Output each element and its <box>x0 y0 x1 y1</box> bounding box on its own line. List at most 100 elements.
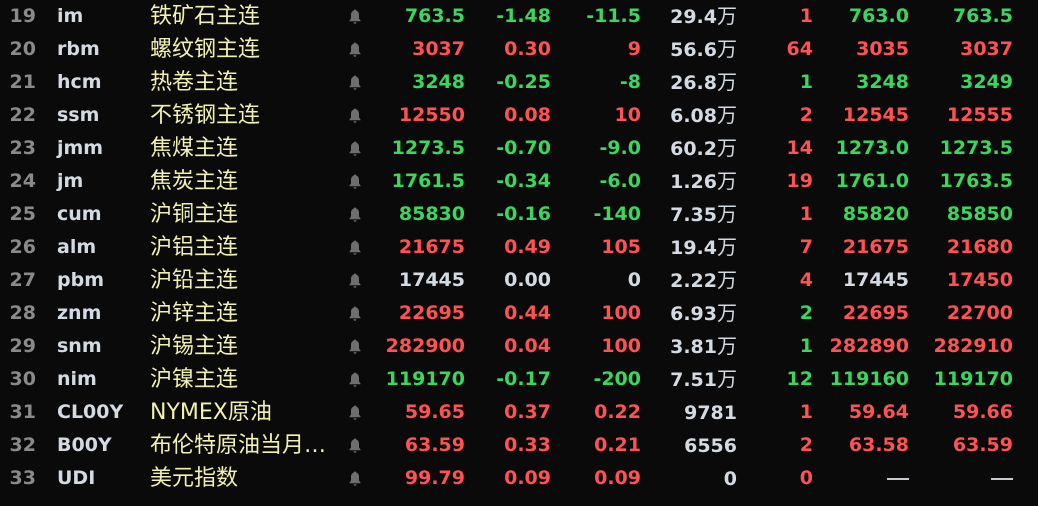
volume-value: 60.2 <box>670 138 717 160</box>
contract-code: rbm <box>57 38 100 60</box>
last-price: 59.65 <box>404 401 465 423</box>
bid-price: 17445 <box>842 269 909 291</box>
volume-unit: 万 <box>717 4 737 28</box>
table-row[interactable]: 32 B00Y 布伦特原油当月… 63.59 0.33 0.21 6556 2 63.58 63.… <box>0 429 1038 462</box>
bid-price: 3035 <box>856 38 909 60</box>
table-row[interactable]: 33 UDI 美元指数 99.79 0.09 0.09 0 0 <box>0 462 1038 495</box>
last-price: 282900 <box>385 335 465 357</box>
table-row[interactable]: 30 nim 沪镍主连 119170 -0.17 -200 7.51万 12 119160 119… <box>0 363 1038 396</box>
bell-icon[interactable] <box>347 165 363 198</box>
volume: 0 <box>724 462 737 495</box>
bell-icon[interactable] <box>347 330 363 363</box>
bell-icon[interactable] <box>347 462 363 495</box>
table-row[interactable]: 21 hcm 热卷主连 3248 -0.25 -8 26.8万 1 3248 3249 <box>0 66 1038 99</box>
bell-icon[interactable] <box>347 396 363 429</box>
volume-value: 7.35 <box>670 204 717 226</box>
last-price: 12550 <box>398 104 465 126</box>
change-amount: 0 <box>627 269 641 291</box>
change-amount: 105 <box>601 236 641 258</box>
current-quantity: 2 <box>799 434 813 456</box>
current-quantity: 14 <box>786 137 813 159</box>
contract-code: jm <box>57 170 84 192</box>
contract-name: 热卷主连 <box>150 70 239 95</box>
current-quantity: 4 <box>799 269 813 291</box>
volume: 29.4万 <box>670 0 737 33</box>
bid-price: 63.58 <box>848 434 909 456</box>
last-price: 22695 <box>398 302 465 324</box>
last-price: 3037 <box>412 38 465 60</box>
table-row[interactable]: 20 rbm 螺纹钢主连 3037 0.30 9 56.6万 64 3035 3037 <box>0 33 1038 66</box>
volume-value: 6.93 <box>670 303 717 325</box>
bell-icon[interactable] <box>347 0 363 33</box>
volume-value: 3.81 <box>670 336 717 358</box>
change-amount: 0.09 <box>594 467 641 489</box>
table-row[interactable]: 19 im 铁矿石主连 763.5 -1.48 -11.5 29.4万 1 763.0 763.5 <box>0 0 1038 33</box>
contract-name: 沪锡主连 <box>150 334 239 359</box>
bell-icon[interactable] <box>347 66 363 99</box>
current-quantity: 1 <box>799 203 813 225</box>
bid-price: 282890 <box>829 335 909 357</box>
last-price: 763.5 <box>404 5 465 27</box>
contract-code: B00Y <box>57 434 112 456</box>
change-amount: -140 <box>593 203 641 225</box>
current-quantity: 0 <box>799 467 813 489</box>
last-price: 17445 <box>398 269 465 291</box>
empty-value-dash <box>991 477 1013 480</box>
bell-icon[interactable] <box>347 132 363 165</box>
table-row[interactable]: 26 alm 沪铝主连 21675 0.49 105 19.4万 7 21675 21680 <box>0 231 1038 264</box>
table-row[interactable]: 22 ssm 不锈钢主连 12550 0.08 10 6.08万 2 12545 12555 <box>0 99 1038 132</box>
contract-name: 螺纹钢主连 <box>150 37 261 62</box>
bell-icon[interactable] <box>347 198 363 231</box>
bid-price: 22695 <box>842 302 909 324</box>
change-percent: -0.70 <box>496 137 551 159</box>
contract-name: NYMEX原油 <box>150 400 272 425</box>
volume: 2.22万 <box>670 264 737 297</box>
current-quantity: 1 <box>799 335 813 357</box>
table-row[interactable]: 27 pbm 沪铅主连 17445 0.00 0 2.22万 4 17445 17450 <box>0 264 1038 297</box>
bid-price: 763.0 <box>848 5 909 27</box>
contract-code: nim <box>57 368 97 390</box>
bell-icon[interactable] <box>347 429 363 462</box>
bell-icon[interactable] <box>347 33 363 66</box>
contract-code: CL00Y <box>57 401 124 423</box>
change-amount: -200 <box>593 368 641 390</box>
last-price: 119170 <box>385 368 465 390</box>
table-row[interactable]: 29 snm 沪锡主连 282900 0.04 100 3.81万 1 282890 282910 <box>0 330 1038 363</box>
table-row[interactable]: 23 jmm 焦煤主连 1273.5 -0.70 -9.0 60.2万 14 1273.0 127… <box>0 132 1038 165</box>
table-row[interactable]: 25 cum 沪铜主连 85830 -0.16 -140 7.35万 1 85820 85850 <box>0 198 1038 231</box>
table-row[interactable]: 24 jm 焦炭主连 1761.5 -0.34 -6.0 1.26万 19 1761.0 1763… <box>0 165 1038 198</box>
change-amount: 0.22 <box>594 401 641 423</box>
change-percent: 0.33 <box>504 434 551 456</box>
ask-price: 22700 <box>946 302 1013 324</box>
contract-name: 沪铝主连 <box>150 235 239 260</box>
bell-icon[interactable] <box>347 99 363 132</box>
bell-icon[interactable] <box>347 231 363 264</box>
contract-name: 焦炭主连 <box>150 169 239 194</box>
last-price: 63.59 <box>404 434 465 456</box>
change-amount: 0.21 <box>594 434 641 456</box>
contract-name: 不锈钢主连 <box>150 103 261 128</box>
bell-icon[interactable] <box>347 264 363 297</box>
volume-value: 56.6 <box>670 39 717 61</box>
change-amount: -9.0 <box>599 137 641 159</box>
last-price: 85830 <box>398 203 465 225</box>
empty-value-dash <box>887 477 909 480</box>
ask-price <box>991 462 1013 495</box>
bell-icon[interactable] <box>347 363 363 396</box>
row-number: 21 <box>9 71 36 93</box>
contract-name: 沪铅主连 <box>150 268 239 293</box>
volume: 9781 <box>684 396 737 429</box>
row-number: 26 <box>9 236 36 258</box>
contract-code: pbm <box>57 269 104 291</box>
table-row[interactable]: 28 znm 沪锌主连 22695 0.44 100 6.93万 2 22695 22700 <box>0 297 1038 330</box>
table-row[interactable]: 31 CL00Y NYMEX原油 59.65 0.37 0.22 9781 1 59.64 59.… <box>0 396 1038 429</box>
bell-icon[interactable] <box>347 297 363 330</box>
volume-unit: 万 <box>717 37 737 61</box>
volume-unit: 万 <box>717 202 737 226</box>
last-price: 1761.5 <box>391 170 465 192</box>
row-number: 33 <box>9 467 36 489</box>
change-percent: 0.09 <box>504 467 551 489</box>
contract-name: 沪铜主连 <box>150 202 239 227</box>
change-amount: 100 <box>601 335 641 357</box>
volume-unit: 万 <box>717 301 737 325</box>
